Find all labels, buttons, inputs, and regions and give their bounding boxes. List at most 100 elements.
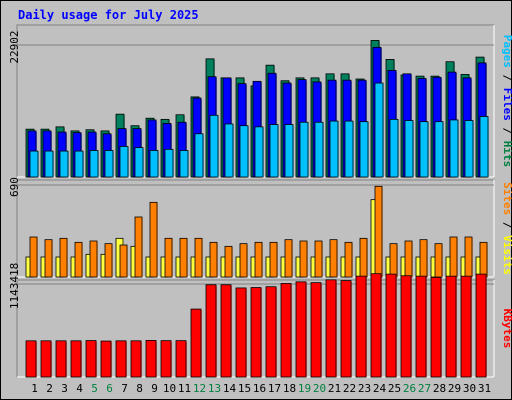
x-tick-label-day-13: 13 [208, 382, 221, 395]
x-tick-label-day-6: 6 [106, 382, 113, 395]
hits-panel: 22902 Pages / Files / Hits [8, 24, 512, 178]
x-tick-label-day-7: 7 [121, 382, 128, 395]
visits-sites-bar-day-3 [59, 237, 68, 278]
visits-legend-label-1: / [501, 215, 512, 235]
visits-sites-bar-day-27 [419, 239, 428, 278]
x-tick-label-day-26: 26 [403, 382, 416, 395]
hits-legend: Pages / Files / Hits [501, 35, 512, 168]
visits-sites-bar-day-4 [74, 241, 83, 278]
visits-sites-bar-day-10 [164, 237, 173, 278]
x-tick-label-day-15: 15 [238, 382, 251, 395]
visits-sites-bar-day-29 [449, 236, 458, 278]
visits-legend: Sites / Visits [501, 182, 512, 275]
visits-sites-bar-day-30 [464, 236, 473, 278]
visits-sites-bar-day-18 [284, 239, 293, 278]
kbytes-kbytes-bar-day-8 [130, 340, 142, 378]
kbytes-kbytes-bar-day-14 [220, 284, 232, 378]
visits-sites-bar-day-20 [314, 240, 323, 278]
kbytes-panel: 1143418 KBytes [8, 263, 512, 378]
kbytes-kbytes-bar-day-25 [385, 273, 397, 378]
visits-sites-bar-day-9 [149, 201, 158, 278]
kbytes-kbytes-bar-day-1 [25, 340, 37, 378]
hits-pages-bar-day-15 [239, 125, 249, 178]
visits-sites-bar-day-23 [359, 237, 368, 278]
x-tick-label-day-9: 9 [151, 382, 158, 395]
kbytes-kbytes-bar-day-13 [205, 284, 217, 378]
hits-pages-bar-day-30 [464, 120, 474, 178]
kbytes-kbytes-bar-day-12 [190, 308, 202, 378]
hits-legend-label-0: Pages [501, 35, 512, 68]
visits-sites-bar-day-1 [29, 236, 38, 278]
chart-panels: 22902 Pages / Files / Hits 690 Sites / Visi… [8, 24, 512, 378]
x-tick-label-day-4: 4 [76, 382, 83, 395]
x-tick-label-day-29: 29 [448, 382, 461, 395]
kbytes-kbytes-bar-day-18 [280, 283, 292, 378]
hits-pages-bar-day-26 [404, 120, 414, 178]
kbytes-kbytes-bar-day-20 [310, 282, 322, 378]
visits-sites-bar-day-14 [224, 245, 233, 278]
hits-pages-bar-day-13 [209, 114, 219, 178]
kbytes-kbytes-bar-day-2 [40, 340, 52, 378]
x-tick-label-day-8: 8 [136, 382, 143, 395]
hits-pages-bar-day-23 [359, 121, 369, 178]
hits-pages-bar-day-25 [389, 118, 399, 178]
hits-pages-bar-day-27 [419, 121, 429, 178]
kbytes-kbytes-bar-day-31 [475, 273, 487, 378]
visits-sites-bar-day-11 [179, 237, 188, 278]
hits-legend-label-4: Hits [501, 141, 512, 168]
kbytes-kbytes-bar-day-22 [340, 280, 352, 378]
x-tick-label-day-25: 25 [388, 382, 401, 395]
hits-pages-bar-day-22 [344, 120, 354, 178]
x-tick-label-day-3: 3 [61, 382, 68, 395]
x-tick-label-day-27: 27 [418, 382, 431, 395]
hits-pages-bar-day-7 [119, 146, 129, 178]
hits-pages-bar-day-6 [104, 150, 114, 178]
visits-sites-bar-day-24 [374, 185, 383, 278]
kbytes-kbytes-bar-day-19 [295, 281, 307, 378]
visits-sites-bar-day-7 [119, 244, 128, 278]
x-tick-label-day-2: 2 [46, 382, 53, 395]
kbytes-kbytes-bar-day-5 [85, 340, 97, 378]
kbytes-kbytes-bar-day-27 [415, 275, 427, 378]
visits-sites-bar-day-6 [104, 243, 113, 278]
kbytes-series-kbytes [25, 273, 487, 378]
x-tick-label-day-24: 24 [373, 382, 387, 395]
kbytes-kbytes-bar-day-10 [160, 340, 172, 378]
visits-sites-bar-day-22 [344, 241, 353, 278]
x-tick-label-day-16: 16 [253, 382, 266, 395]
x-tick-label-day-28: 28 [433, 382, 446, 395]
visits-sites-bar-day-16 [254, 241, 263, 278]
kbytes-axis-max-label: 1143418 [8, 263, 21, 309]
chart-title: Daily usage for July 2025 [18, 8, 199, 22]
visits-panel: 690 Sites / Visits [8, 177, 512, 278]
kbytes-kbytes-bar-day-6 [100, 340, 112, 378]
hits-axis-max-label: 22902 [8, 30, 21, 63]
kbytes-kbytes-bar-day-28 [430, 276, 442, 378]
hits-pages-bar-day-14 [224, 123, 234, 178]
hits-pages-bar-day-5 [89, 150, 99, 178]
kbytes-kbytes-bar-day-24 [370, 273, 382, 378]
kbytes-kbytes-bar-day-15 [235, 287, 247, 378]
visits-sites-bar-day-19 [299, 240, 308, 278]
x-tick-label-day-5: 5 [91, 382, 98, 395]
hits-pages-bar-day-17 [269, 124, 279, 178]
visits-sites-bar-day-26 [404, 240, 413, 278]
visits-sites-bar-day-17 [269, 241, 278, 278]
x-tick-label-day-1: 1 [31, 382, 38, 395]
hits-series-pages [29, 82, 489, 178]
hits-pages-bar-day-31 [479, 116, 489, 178]
x-tick-label-day-30: 30 [463, 382, 476, 395]
x-tick-label-day-17: 17 [268, 382, 281, 395]
visits-axis-max-label: 690 [8, 177, 21, 197]
hits-legend-label-1: / [501, 68, 512, 88]
visits-sites-bar-day-8 [134, 216, 143, 278]
kbytes-kbytes-bar-day-16 [250, 287, 262, 378]
visits-sites-bar-day-25 [389, 243, 398, 278]
x-tick-label-day-12: 12 [193, 382, 206, 395]
visits-legend-label-0: Sites [501, 182, 512, 215]
visits-sites-bar-day-12 [194, 237, 203, 278]
visits-sites-bar-day-28 [434, 243, 443, 278]
x-tick-label-day-21: 21 [328, 382, 341, 395]
hits-pages-bar-day-11 [179, 150, 189, 178]
